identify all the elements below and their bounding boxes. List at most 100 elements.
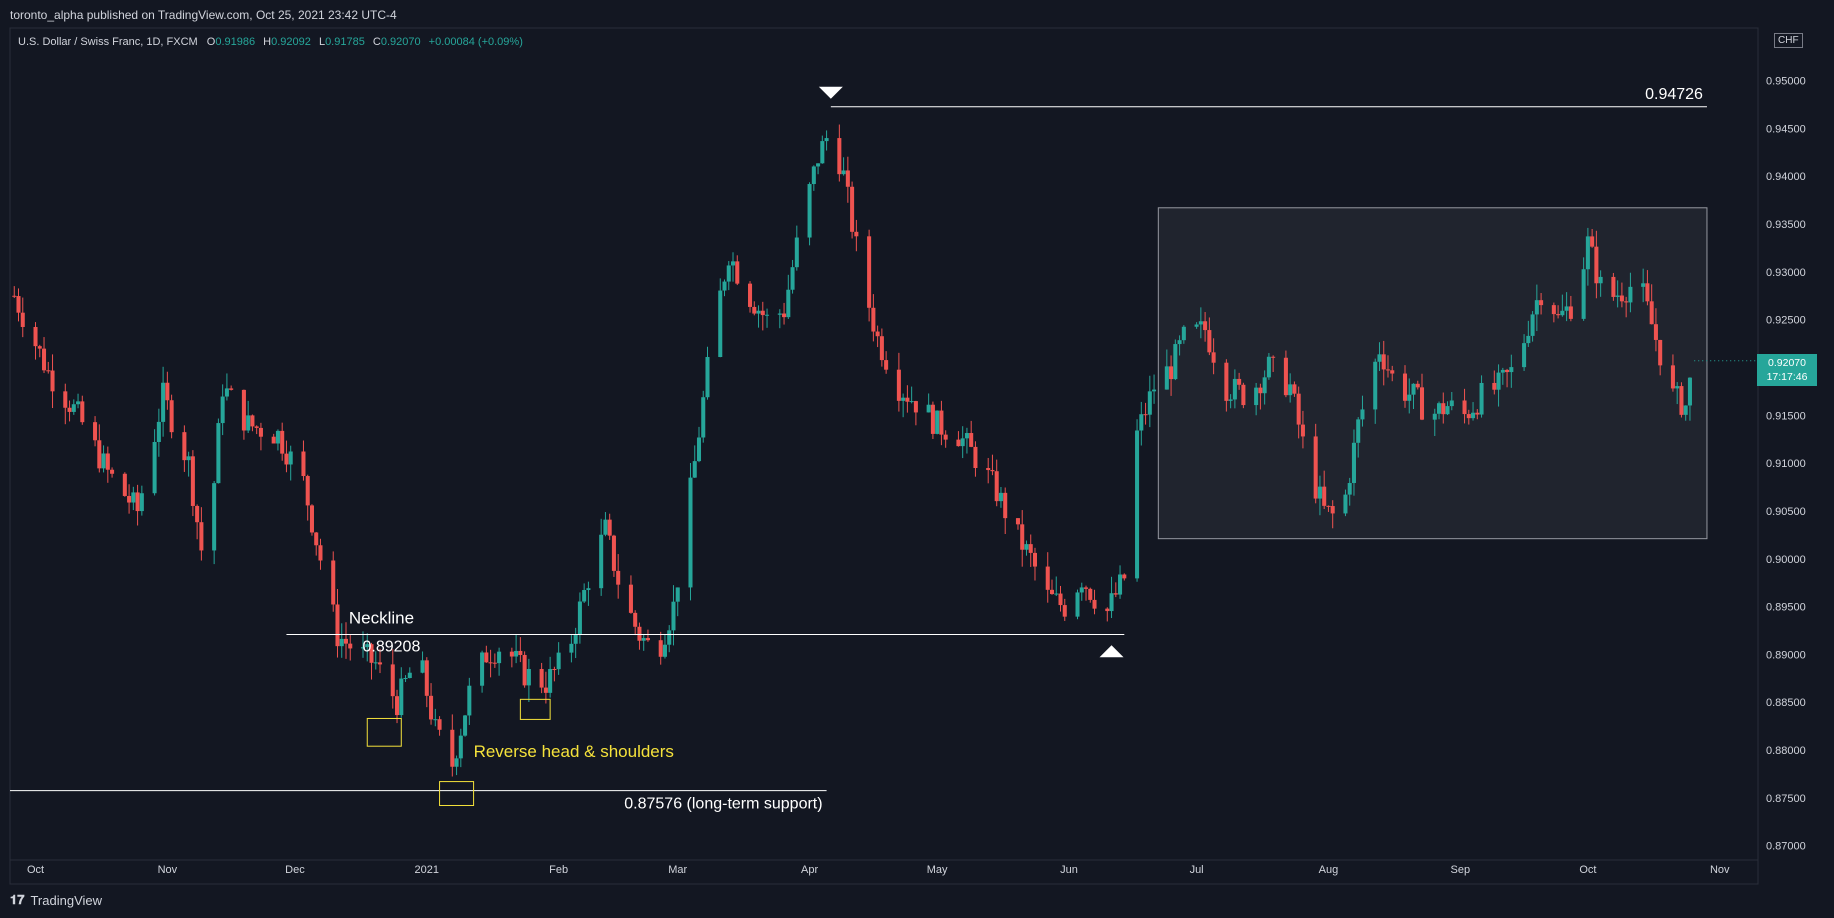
candle-body xyxy=(1611,276,1616,297)
candle-body xyxy=(1479,382,1484,415)
candle-body xyxy=(1645,283,1650,302)
candle-body xyxy=(514,650,519,657)
candle-body xyxy=(645,638,650,641)
candle-body xyxy=(63,391,68,408)
candle-body xyxy=(135,492,140,512)
candle-body xyxy=(994,471,999,502)
candle-body xyxy=(250,415,255,427)
brand-footer[interactable]: 𝟏𝟕 TradingView xyxy=(10,892,102,908)
candle-body xyxy=(850,186,855,232)
candle-body xyxy=(1373,361,1378,410)
candle-body xyxy=(816,163,821,167)
candle-body xyxy=(692,461,697,478)
low-value: 0.91785 xyxy=(325,36,365,48)
candle-body xyxy=(1356,419,1361,443)
candle-body xyxy=(1564,306,1569,311)
candle-body xyxy=(1568,306,1573,319)
candle-body xyxy=(1181,326,1186,341)
candle-body xyxy=(1509,367,1514,373)
candle-body xyxy=(488,662,493,664)
candle-body xyxy=(1258,387,1263,394)
candle-body xyxy=(1534,300,1539,315)
candle-body xyxy=(765,314,770,316)
candle-body xyxy=(582,590,587,602)
candle-body xyxy=(1330,506,1335,514)
high-label: H xyxy=(263,36,271,48)
candle-body xyxy=(1390,370,1395,374)
candle-body xyxy=(318,545,323,561)
candle-body xyxy=(97,440,102,469)
candle-body xyxy=(139,493,144,512)
symbol-legend: U.S. Dollar / Swiss Franc, 1D, FXCM O0.9… xyxy=(18,36,523,48)
candle-body xyxy=(1551,305,1556,315)
candle-body xyxy=(1266,356,1271,378)
candle-body xyxy=(80,401,85,423)
candle-body xyxy=(607,519,612,536)
candle-body xyxy=(1109,593,1114,612)
candle-body xyxy=(901,397,906,401)
candle-body xyxy=(1032,552,1038,567)
candle-body xyxy=(93,422,98,441)
head-box xyxy=(439,781,475,806)
high-level-label: 0.94726 xyxy=(1645,86,1703,103)
candle-body xyxy=(454,758,459,767)
x-tick-label: Aug xyxy=(1319,864,1339,876)
candle-body xyxy=(284,453,289,465)
candle-body xyxy=(1088,588,1093,600)
shoulder-box xyxy=(519,698,551,720)
candle-body xyxy=(1028,544,1033,553)
candle-body xyxy=(484,652,489,663)
close-value: 0.92070 xyxy=(381,36,421,48)
x-tick-label: Dec xyxy=(285,864,305,876)
candle-body xyxy=(735,261,740,284)
candle-body xyxy=(777,313,782,315)
candle-body xyxy=(973,446,978,469)
candle-body xyxy=(786,289,791,318)
candle-body xyxy=(1679,386,1684,415)
candle-body xyxy=(331,560,336,605)
candle-body xyxy=(1143,414,1148,416)
candle-body xyxy=(314,532,319,546)
candle-body xyxy=(1296,393,1301,425)
candle-body xyxy=(1232,378,1237,400)
candle-body xyxy=(497,651,502,664)
shoulder-box xyxy=(366,717,402,747)
candle-body xyxy=(1598,276,1603,284)
candle-body xyxy=(964,433,969,439)
candle-body xyxy=(169,400,174,433)
candle-body xyxy=(756,310,761,314)
candle-body xyxy=(552,669,557,671)
candle-body xyxy=(254,426,259,428)
candle-body xyxy=(1062,605,1067,617)
candle-body xyxy=(586,588,591,591)
candle-body xyxy=(463,715,468,736)
currency-label[interactable]: CHF xyxy=(1774,33,1803,48)
candle-body xyxy=(990,470,995,472)
candle-body xyxy=(369,644,374,663)
candle-body xyxy=(199,522,204,551)
y-tick-label: 0.91000 xyxy=(1766,458,1806,470)
candle-body xyxy=(395,696,400,716)
candle-body xyxy=(522,654,527,686)
candle-body xyxy=(16,296,21,313)
candle-body xyxy=(1288,384,1293,396)
candle-body xyxy=(450,729,455,767)
candle-body xyxy=(1466,414,1471,419)
x-tick-label: Nov xyxy=(158,864,178,876)
tradingview-logo-icon: 𝟏𝟕 xyxy=(10,892,25,907)
candle-body xyxy=(1649,301,1654,325)
y-tick-label: 0.93000 xyxy=(1766,267,1806,279)
candle-body xyxy=(1049,589,1055,595)
candle-body xyxy=(1381,354,1386,370)
candle-body xyxy=(224,388,229,397)
candle-body xyxy=(509,651,514,657)
candle-body xyxy=(127,495,132,503)
x-tick-label: May xyxy=(927,864,948,876)
candle-body xyxy=(845,170,850,187)
candle-body xyxy=(1560,310,1565,316)
candle-body xyxy=(1228,399,1233,401)
candle-body xyxy=(1169,366,1174,380)
y-tick-label: 0.93500 xyxy=(1766,219,1806,231)
candle-body xyxy=(1683,405,1688,415)
